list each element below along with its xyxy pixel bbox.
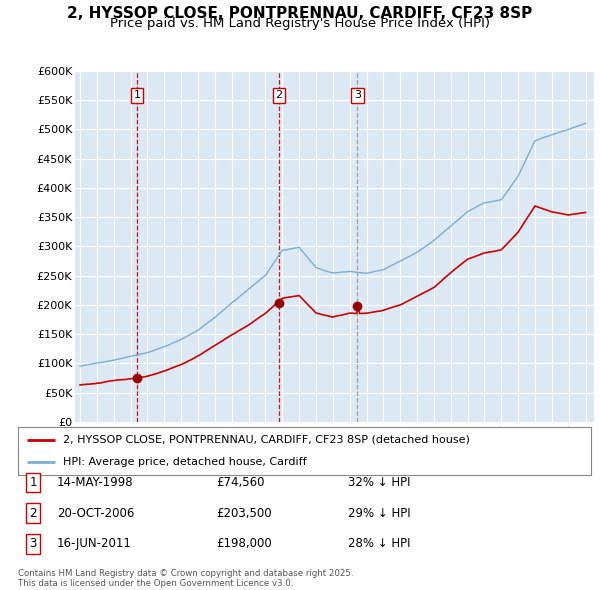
Text: 32% ↓ HPI: 32% ↓ HPI	[348, 476, 410, 489]
Text: 14-MAY-1998: 14-MAY-1998	[57, 476, 134, 489]
Text: £198,000: £198,000	[216, 537, 272, 550]
Text: 3: 3	[354, 90, 361, 100]
Text: 2, HYSSOP CLOSE, PONTPRENNAU, CARDIFF, CF23 8SP: 2, HYSSOP CLOSE, PONTPRENNAU, CARDIFF, C…	[67, 6, 533, 21]
Text: 1: 1	[133, 90, 140, 100]
Text: 2, HYSSOP CLOSE, PONTPRENNAU, CARDIFF, CF23 8SP (detached house): 2, HYSSOP CLOSE, PONTPRENNAU, CARDIFF, C…	[62, 435, 470, 445]
Text: 2: 2	[29, 507, 37, 520]
Text: 20-OCT-2006: 20-OCT-2006	[57, 507, 134, 520]
Text: 28% ↓ HPI: 28% ↓ HPI	[348, 537, 410, 550]
Text: 3: 3	[29, 537, 37, 550]
Text: Contains HM Land Registry data © Crown copyright and database right 2025.
This d: Contains HM Land Registry data © Crown c…	[18, 569, 353, 588]
Text: HPI: Average price, detached house, Cardiff: HPI: Average price, detached house, Card…	[62, 457, 307, 467]
Text: 1: 1	[29, 476, 37, 489]
Text: Price paid vs. HM Land Registry's House Price Index (HPI): Price paid vs. HM Land Registry's House …	[110, 17, 490, 30]
Text: 2: 2	[275, 90, 283, 100]
Text: 16-JUN-2011: 16-JUN-2011	[57, 537, 132, 550]
Text: £203,500: £203,500	[216, 507, 272, 520]
Text: 29% ↓ HPI: 29% ↓ HPI	[348, 507, 410, 520]
Text: £74,560: £74,560	[216, 476, 265, 489]
